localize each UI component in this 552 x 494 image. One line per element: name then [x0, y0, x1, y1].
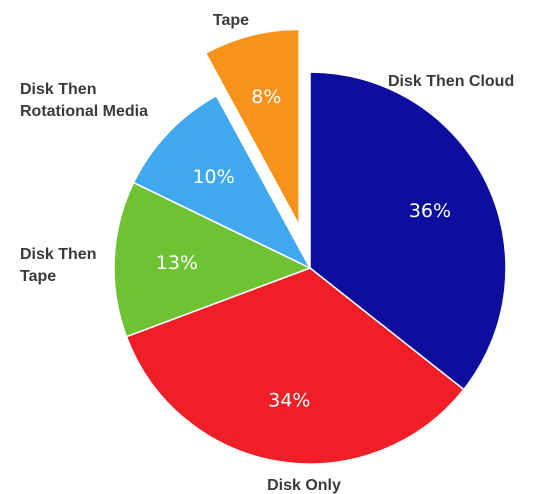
pie-slice-disk-then-tape — [113, 181, 312, 338]
slice-category-label-disk-then-rotational-media: Disk Then Rotational Media — [20, 81, 148, 120]
pie-slice-disk-only — [125, 267, 465, 465]
labels-layer: 36% Disk Then Cloud 34% Disk Only 13% Disk Th… — [20, 12, 514, 494]
slice-value-label-disk-then-tape: 13% — [156, 252, 198, 274]
slices-layer — [113, 28, 507, 465]
slice-category-label-disk-then-cloud: Disk Then Cloud — [388, 73, 514, 90]
slice-value-label-disk-only: 34% — [268, 390, 310, 412]
pie-slice-disk-then-cloud — [309, 71, 507, 391]
slice-value-label-tape: 8% — [251, 86, 281, 108]
pie-slice-tape — [204, 28, 300, 226]
slice-category-label-tape: Tape — [213, 12, 249, 29]
slice-value-label-disk-then-cloud: 36% — [409, 200, 451, 222]
slice-value-label-disk-then-rotational-media: 10% — [192, 166, 234, 188]
slice-category-label-disk-then-tape: Disk Then Tape — [20, 246, 96, 285]
pie-slice-disk-then-rotational-media — [132, 94, 312, 270]
slice-category-label-disk-only: Disk Only — [267, 477, 341, 494]
